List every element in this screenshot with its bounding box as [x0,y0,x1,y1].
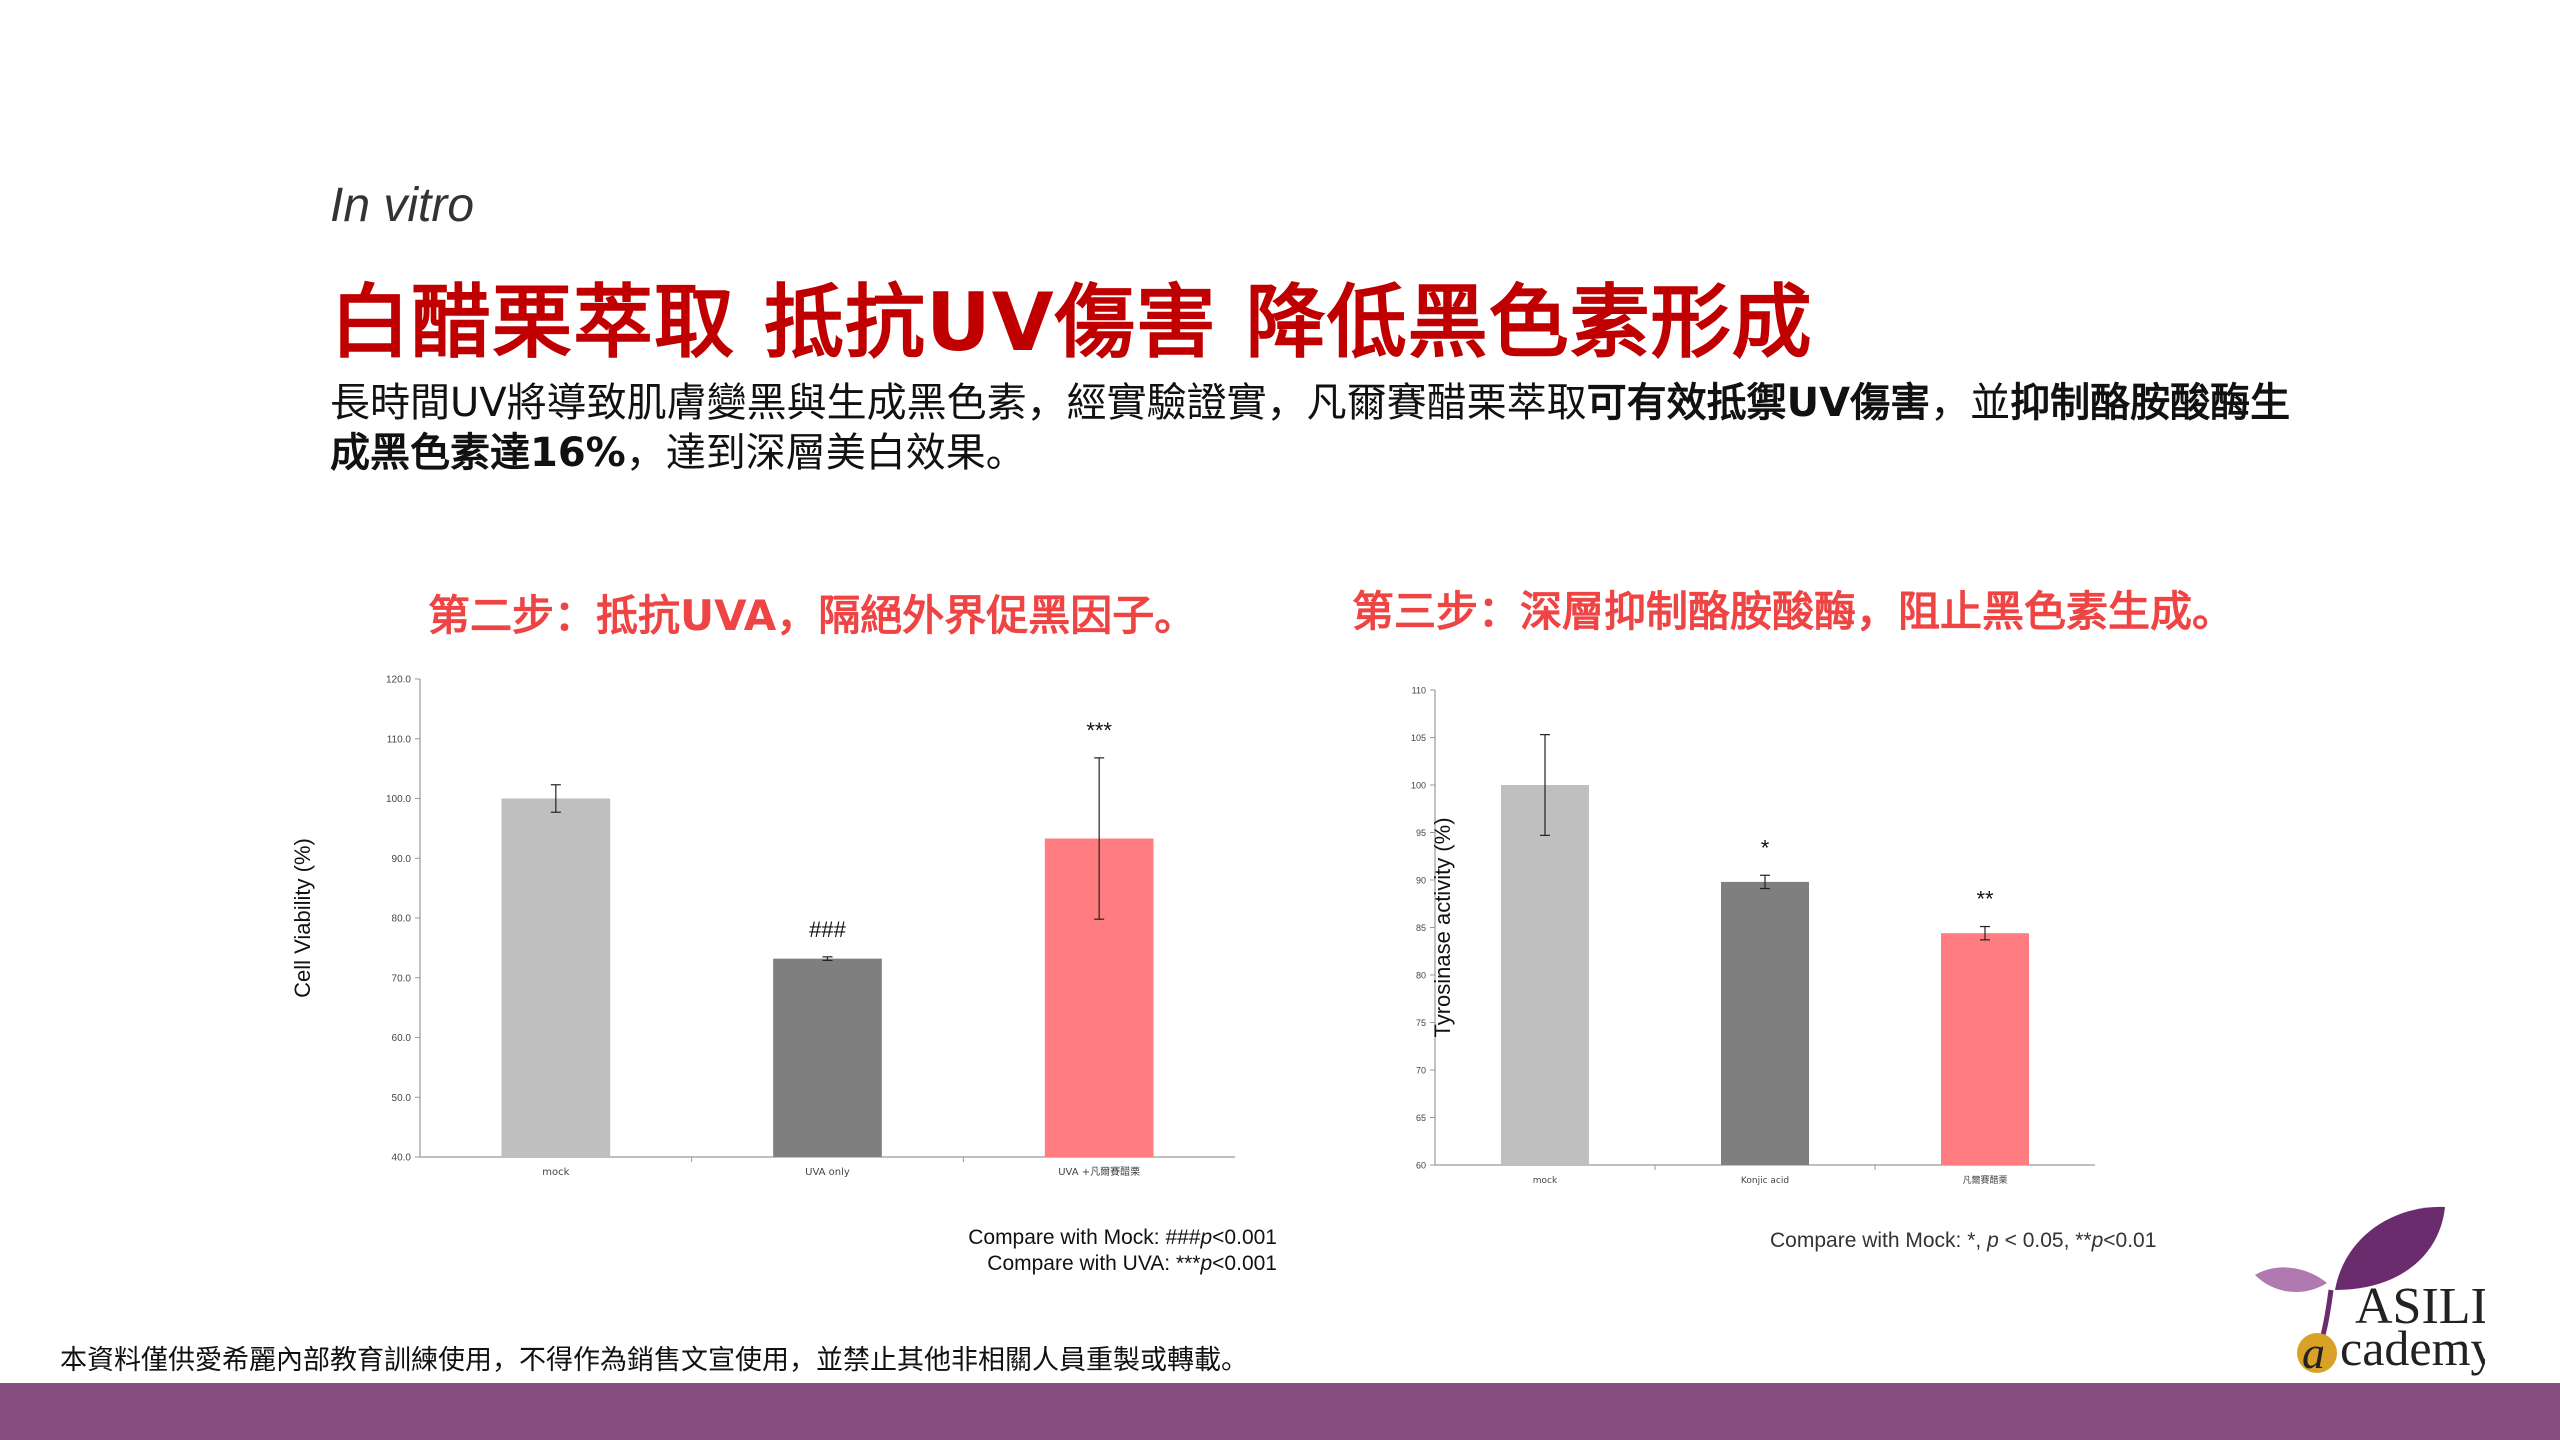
logo-stem [2320,1289,2334,1336]
section-subtitle: In vitro [330,179,475,232]
chart1-ytick-label: 50.0 [392,1093,412,1104]
chart1-significance-note: Compare with Mock: ###p<0.001 Compare wi… [968,1225,1277,1277]
chart1-category-label-0: mock [542,1167,569,1178]
intro-highlight-2: 抑制酪胺酸酶生成黑色素達16% [330,380,2291,476]
chart2-ytick-label: 95 [1416,828,1426,838]
chart1-y-axis-label: Cell Viability (%) [290,838,315,998]
chart2-ytick-label: 100 [1411,781,1426,791]
chart2-significance-1: * [1761,835,1770,860]
disclaimer-text: 本資料僅供愛希麗內部教育訓練使用，不得作為銷售文宣使用，並禁止其他非相關人員重製… [60,1345,1248,1376]
chart1-ytick-label: 40.0 [392,1153,412,1164]
chart1-bar-0 [501,798,611,1157]
chart1-ytick-label: 120.0 [386,675,411,686]
chart2-ytick-label: 70 [1416,1066,1426,1076]
tyrosinase-activity-chart: 60 65 70 75 80 85 90 95 100 105 110 mock * Konjic aci… [1411,686,2095,1186]
intro-text-1: 長時間UV將導致肌膚變黑與生成黑色素，經實驗證實，凡爾賽醋栗萃取 [330,380,1587,426]
chart1-ytick-label: 100.0 [386,794,411,805]
cell-viability-chart: 40.0 50.0 60.0 70.0 80.0 90.0 100.0 110.0 120.0 m… [290,675,1235,1178]
intro-highlight-1: 可有效抵禦UV傷害 [1586,380,1931,426]
chart2-ytick-label: 110 [1412,686,1426,696]
chart2-y-axis-label: Tyrosinase activity (%) [1430,817,1455,1037]
logo-leaf-left [2255,1267,2327,1293]
chart1-significance-1: ### [809,917,846,942]
chart1-ytick-label: 110.0 [387,734,412,745]
chart2-bar-1 [1721,881,1809,1165]
logo-leaf-right [2335,1206,2445,1290]
asili-academy-logo: ASILI a cademy [2255,1206,2485,1378]
step2-heading: 第二步：抵抗UVA，隔絕外界促黑因子。 [428,591,1197,640]
chart1-ytick-label: 70.0 [392,973,412,984]
chart2-significance-2: ** [1976,887,1994,912]
chart1-ytick-label: 80.0 [392,914,412,925]
page-title: 白醋栗萃取 抵抗UV傷害 降低黑色素形成 [330,276,1813,369]
chart2-category-label-2: 凡爾賽醋栗 [1962,1174,2007,1186]
logo-text-academy: cademy [2340,1320,2485,1376]
intro-text-2: ，並 [1930,380,2011,426]
chart2-category-label-1: Konjic acid [1741,1176,1789,1186]
logo-letter-a: a [2302,1327,2325,1378]
chart2-ytick-label: 80 [1416,971,1426,981]
chart2-ytick-label: 60 [1416,1161,1426,1171]
chart2-significance-note: Compare with Mock: *, p < 0.05, **p<0.01 [1770,1229,2157,1252]
chart2-ytick-label: 65 [1416,1113,1426,1123]
chart1-note-line1: Compare with Mock: ###p<0.001 [968,1226,1277,1249]
logo-gold-circle [2297,1333,2337,1373]
chart2-ytick-label: 85 [1416,923,1426,933]
chart1-note-line2: Compare with UVA: ***p<0.001 [987,1252,1277,1275]
intro-paragraph: 長時間UV將導致肌膚變黑與生成黑色素，經實驗證實，凡爾賽醋栗萃取可有效抵禦UV傷… [330,378,2310,478]
chart2-bar-0 [1501,785,1589,1165]
logo-text-asili: ASILI [2355,1278,2485,1335]
chart2-bar-2 [1941,933,2029,1165]
chart1-ytick-label: 90.0 [392,854,412,865]
chart2-ytick-label: 105 [1411,733,1426,743]
chart2-category-label-0: mock [1533,1176,1558,1186]
chart2-ytick-label: 75 [1416,1018,1426,1028]
chart1-category-label-2: UVA +凡爾賽醋栗 [1058,1165,1140,1178]
chart1-bar-1 [773,958,882,1157]
chart1-ytick-label: 60.0 [392,1033,412,1044]
chart2-ytick-label: 90 [1416,876,1426,886]
chart1-significance-2: *** [1086,718,1112,743]
chart1-category-label-1: UVA only [805,1167,850,1178]
intro-text-3: ，達到深層美白效果。 [625,430,1026,476]
step3-heading: 第三步：深層抑制酪胺酸酶，阻止黑色素生成。 [1352,587,2235,636]
footer-band [0,1383,2560,1440]
